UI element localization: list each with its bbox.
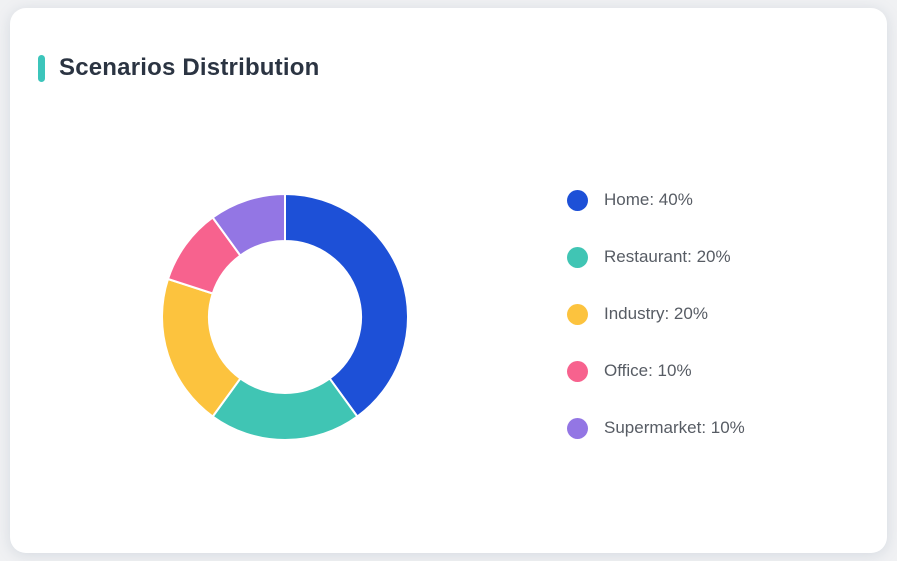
donut-segment-industry[interactable]: [161, 277, 242, 418]
legend-item-restaurant[interactable]: Restaurant: 20%: [567, 246, 745, 268]
legend-label: Supermarket: 10%: [604, 418, 745, 437]
legend-dot-office: [567, 360, 588, 382]
legend-label: Office: 10%: [604, 361, 692, 380]
donut-chart-svg: [161, 193, 409, 441]
scenarios-distribution-card: Scenarios Distribution Home: 40% Restaura…: [10, 8, 887, 553]
legend-label: Home: 40%: [604, 190, 693, 209]
title-accent-bar: [38, 54, 45, 82]
legend-dot-industry: [567, 303, 588, 325]
legend-item-office[interactable]: Office: 10%: [567, 360, 745, 382]
legend-item-home[interactable]: Home: 40%: [567, 189, 745, 211]
legend-dot-restaurant: [567, 246, 588, 268]
legend-dot-home: [567, 189, 588, 211]
card-header: Scenarios Distribution: [38, 54, 319, 82]
legend-item-supermarket[interactable]: Supermarket: 10%: [567, 417, 745, 439]
legend: Home: 40% Restaurant: 20% Industry: 20% Off…: [567, 189, 745, 439]
legend-item-industry[interactable]: Industry: 20%: [567, 303, 745, 325]
card-title: Scenarios Distribution: [59, 54, 320, 81]
legend-dot-supermarket: [567, 417, 588, 439]
legend-label: Industry: 20%: [604, 304, 708, 323]
donut-segment-supermarket[interactable]: [211, 193, 286, 257]
donut-chart: [160, 192, 410, 442]
legend-label: Restaurant: 20%: [604, 247, 731, 266]
donut-segment-home[interactable]: [284, 193, 409, 418]
